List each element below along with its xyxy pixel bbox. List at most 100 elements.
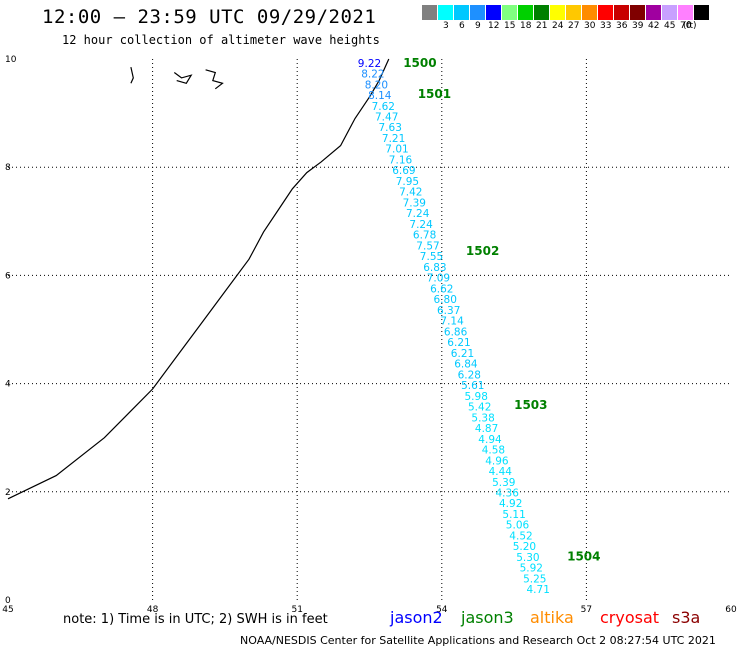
x-tick-label: 51 [291,605,302,615]
legend-swatch [550,5,566,20]
wave-height-label: 7.39 [403,197,426,209]
time-label: 1504 [567,550,600,564]
coastline [7,58,390,500]
satellite-label-s3a: s3a [672,608,701,627]
wave-height-label: 6.21 [451,348,474,360]
island-outline [130,66,134,84]
wave-height-label: 5.39 [492,477,515,489]
time-labels: 1500 1501 1502 1503 1504 [403,56,600,564]
wave-height-label: 5.11 [502,509,525,521]
legend-swatch [502,5,518,20]
legend-tick-label: 12 [488,21,500,31]
wave-height-label: 5.61 [461,380,484,392]
island-outline [173,72,193,85]
map-subtitle: 12 hour collection of altimeter wave hei… [62,33,380,47]
map-title: 12:00 – 23:59 UTC 09/29/2021 [42,6,377,28]
legend-swatch [566,5,582,20]
legend-swatch [486,5,502,20]
wave-height-label: 8.22 [361,69,384,81]
legend-swatch [646,5,662,20]
wave-height-label: 6.28 [458,369,481,381]
legend-swatch [614,5,630,20]
x-tick-label: 54 [436,605,448,615]
wave-height-label: 6.69 [392,165,415,177]
wave-height-label: 9.22 [358,58,381,70]
legend-tick-label: 33 [600,21,612,31]
coastline-path [7,58,390,500]
legend-tick-label: 3 [443,21,449,31]
legend-tick-label: 6 [459,21,465,31]
wave-height-label: 4.36 [496,488,520,500]
wave-height-label: 6.83 [423,262,446,274]
time-label: 1502 [466,244,499,258]
legend-tick-label: 70 [680,21,692,31]
axis-tick-labels: 45 48 51 54 57 60 0 2 4 6 8 10 [2,55,737,615]
wave-height-label: 6.37 [437,305,460,317]
wave-height-label: 5.92 [520,563,543,575]
legend-tick-label: 18 [520,21,532,31]
x-tick-label: 60 [725,605,737,615]
legend-swatch [630,5,646,20]
island-outline [205,69,224,90]
wave-height-label: 7.21 [382,133,405,145]
y-tick-label: 0 [5,596,11,606]
wave-height-label: 4.44 [489,466,513,478]
time-label: 1503 [514,398,547,412]
wave-height-label: 7.14 [440,316,464,328]
wave-height-label: 8.20 [365,79,388,91]
wave-height-label: 5.20 [513,541,536,553]
y-tick-label: 8 [5,163,11,173]
legend-tick-label: 39 [632,21,644,31]
wave-height-label: 7.95 [396,176,419,188]
legend-tick-label: 27 [568,21,580,31]
legend-swatch [662,5,678,20]
time-label: 1501 [418,87,451,101]
legend-swatch [438,5,454,20]
x-tick-label: 45 [2,605,13,615]
wave-height-label: 4.92 [499,498,522,510]
satellite-label-jason2: jason2 [390,608,443,627]
legend-tick-label: 30 [584,21,596,31]
time-label: 1500 [403,56,436,70]
legend-tick-label: 9 [475,21,481,31]
legend-swatch [582,5,598,20]
wave-height-label: 5.25 [523,573,546,585]
color-scale-legend [422,5,710,20]
wave-height-label: 4.52 [509,531,532,543]
credit-line: NOAA/NESDIS Center for Satellite Applica… [240,634,716,647]
wave-height-label: 4.58 [482,445,505,457]
legend-unit-label: (ft) [683,21,697,31]
wave-height-label: 4.94 [478,434,502,446]
x-tick-label: 48 [147,605,159,615]
wave-height-label: 7.24 [409,219,433,231]
legend-tick-label: 15 [504,21,516,31]
wave-height-label: 7.42 [399,187,422,199]
wave-height-label: 7.24 [406,208,430,220]
legend-swatch [518,5,534,20]
wave-height-label: 5.38 [471,412,494,424]
wave-height-label: 7.63 [379,122,402,134]
x-tick-label: 57 [581,605,592,615]
wave-height-label: 8.14 [368,90,392,102]
legend-tick-label: 45 [664,21,676,31]
legend-swatch [422,5,438,20]
y-tick-label: 2 [5,488,11,498]
wave-height-label: 4.71 [527,584,550,596]
wave-height-label: 5.06 [506,520,530,532]
wave-height-label: 4.96 [485,455,509,467]
satellite-label-jason3: jason3 [461,608,514,627]
wave-height-label: 7.62 [372,101,395,113]
wave-height-label: 7.09 [427,273,450,285]
wave-height-label: 6.21 [447,337,470,349]
wave-height-label: 7.57 [416,240,439,252]
wave-height-label: 6.78 [413,230,436,242]
wave-height-label: 4.87 [475,423,498,435]
legend-swatch [454,5,470,20]
legend-swatch [598,5,614,20]
legend-tick-label: 42 [648,21,660,31]
y-tick-label: 4 [5,380,11,390]
map-gridlines [8,59,731,600]
wave-height-label: 6.80 [434,294,457,306]
legend-swatch [470,5,486,20]
